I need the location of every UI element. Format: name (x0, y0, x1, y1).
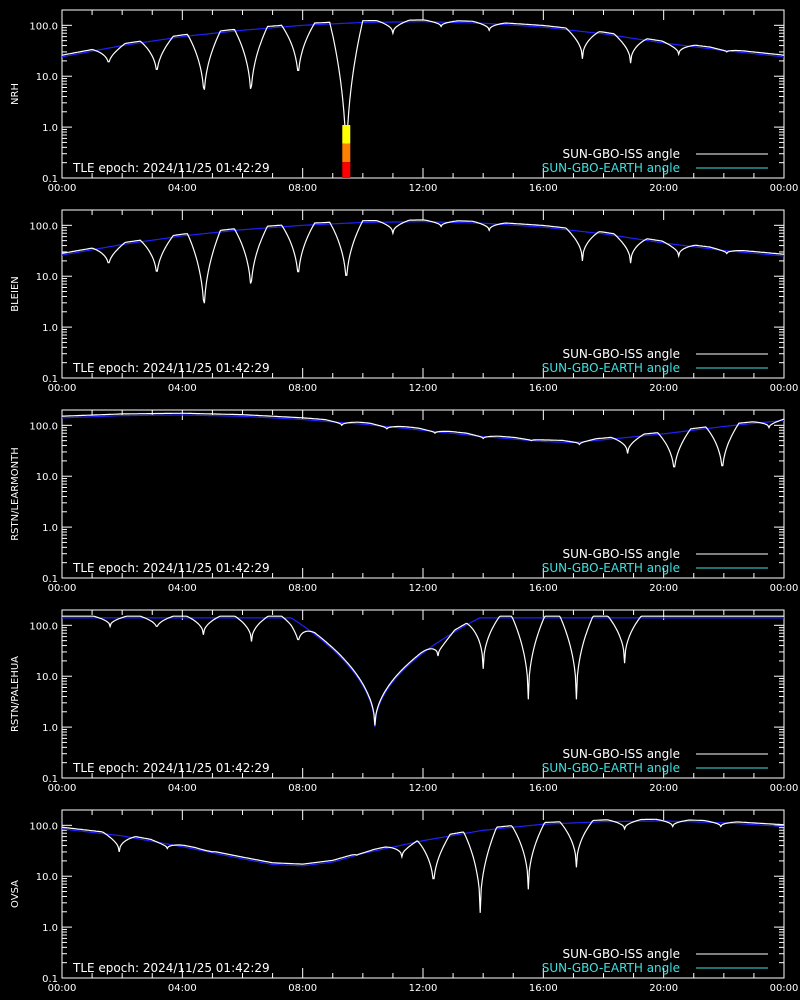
earth-angle-line (61, 21, 785, 58)
marker-bar-low (342, 162, 351, 178)
legend-earth-label: SUN-GBO-EARTH angle (542, 761, 680, 775)
x-tick-label: 00:00 (48, 383, 77, 394)
x-tick-label: 12:00 (409, 383, 438, 394)
legend-earth-label: SUN-GBO-EARTH angle (542, 961, 680, 975)
x-tick-label: 04:00 (168, 183, 197, 194)
x-tick-label: 20:00 (649, 383, 678, 394)
marker-bar-mid (342, 143, 351, 163)
x-tick-label: 04:00 (168, 383, 197, 394)
iss-angle-line (61, 818, 785, 913)
panel-1: 100.010.01.00.100:00 04:00 08:00 12:00 16:00… (10, 9, 799, 194)
earth-angle-line (61, 414, 785, 444)
x-tick-label: 00:00 (770, 383, 799, 394)
x-tick-label: 00:00 (770, 183, 799, 194)
iss-angle-line (62, 615, 784, 726)
x-tick-label: 08:00 (288, 983, 317, 994)
x-tick-label: 04:00 (168, 783, 197, 794)
x-tick-label: 04:00 (168, 983, 197, 994)
epoch-label: TLE epoch: 2024/11/25 01:42:29 (72, 561, 270, 575)
epoch-label: TLE epoch: 2024/11/25 01:42:29 (72, 161, 270, 175)
y-tick-label: 1.0 (42, 923, 58, 934)
y-tick-label: 100.0 (29, 621, 58, 632)
x-tick-label: 00:00 (48, 983, 77, 994)
legend-earth-label: SUN-GBO-EARTH angle (542, 561, 680, 575)
y-tick-label: 100.0 (29, 821, 58, 832)
x-tick-label: 00:00 (48, 783, 77, 794)
y-axis-label: OVSA (10, 880, 21, 908)
y-tick-label: 10.0 (36, 472, 58, 483)
x-tick-label: 16:00 (529, 383, 558, 394)
legend-iss-label: SUN-GBO-ISS angle (563, 947, 680, 961)
x-tick-label: 20:00 (649, 583, 678, 594)
iss-angle-line (61, 412, 785, 468)
x-tick-label: 00:00 (770, 783, 799, 794)
x-tick-label: 04:00 (168, 583, 197, 594)
legend-iss-label: SUN-GBO-ISS angle (563, 747, 680, 761)
x-tick-label: 08:00 (288, 783, 317, 794)
x-tick-label: 00:00 (48, 583, 77, 594)
panel-4: 100.010.01.00.100:00 04:00 08:00 12:00 16:00… (10, 609, 799, 794)
iss-angle-line (61, 19, 785, 147)
legend-iss-label: SUN-GBO-ISS angle (563, 147, 680, 161)
y-axis-label: NRH (10, 83, 21, 105)
x-tick-label: 20:00 (649, 783, 678, 794)
y-tick-label: 0.1 (42, 774, 58, 785)
y-axis-label: BLEIEN (10, 276, 21, 312)
legend-earth-label: SUN-GBO-EARTH angle (542, 361, 680, 375)
y-tick-label: 0.1 (42, 174, 58, 185)
x-tick-label: 16:00 (529, 583, 558, 594)
epoch-label: TLE epoch: 2024/11/25 01:42:29 (72, 961, 270, 975)
x-tick-label: 00:00 (770, 983, 799, 994)
y-tick-label: 100.0 (29, 21, 58, 32)
y-tick-label: 0.1 (42, 374, 58, 385)
x-tick-label: 08:00 (288, 383, 317, 394)
y-axis-label: RSTN/PALEHUA (10, 656, 21, 732)
iss-angle-line (61, 219, 785, 304)
y-tick-label: 1.0 (42, 123, 58, 134)
x-tick-label: 08:00 (288, 583, 317, 594)
y-axis-label: RSTN/LEARMONTH (10, 447, 21, 541)
y-tick-label: 0.1 (42, 974, 58, 985)
x-tick-label: 08:00 (288, 183, 317, 194)
marker-bar-high (342, 125, 351, 144)
x-tick-label: 12:00 (409, 583, 438, 594)
y-tick-label: 10.0 (36, 272, 58, 283)
x-tick-label: 20:00 (649, 983, 678, 994)
x-tick-label: 20:00 (649, 183, 678, 194)
earth-angle-line (61, 221, 785, 257)
y-tick-label: 0.1 (42, 574, 58, 585)
x-tick-label: 12:00 (409, 183, 438, 194)
epoch-label: TLE epoch: 2024/11/25 01:42:29 (72, 361, 270, 375)
panel-5: 100.010.01.00.100:00 04:00 08:00 12:00 16:00… (10, 809, 799, 994)
panel-3: 100.010.01.00.100:00 04:00 08:00 12:00 16:00… (10, 409, 799, 594)
x-tick-label: 16:00 (529, 783, 558, 794)
panel-2: 100.010.01.00.100:00 04:00 08:00 12:00 16:00… (10, 209, 799, 394)
x-tick-label: 00:00 (48, 183, 77, 194)
legend-iss-label: SUN-GBO-ISS angle (563, 347, 680, 361)
x-tick-label: 12:00 (409, 783, 438, 794)
x-tick-label: 16:00 (529, 183, 558, 194)
x-tick-label: 00:00 (770, 583, 799, 594)
y-tick-label: 10.0 (36, 872, 58, 883)
y-tick-label: 100.0 (29, 421, 58, 432)
x-tick-label: 12:00 (409, 983, 438, 994)
earth-angle-line (62, 617, 784, 728)
y-tick-label: 100.0 (29, 221, 58, 232)
legend-iss-label: SUN-GBO-ISS angle (563, 547, 680, 561)
epoch-label: TLE epoch: 2024/11/25 01:42:29 (72, 761, 270, 775)
legend-earth-label: SUN-GBO-EARTH angle (542, 161, 680, 175)
y-tick-label: 1.0 (42, 523, 58, 534)
earth-angle-line (61, 820, 785, 867)
y-tick-label: 10.0 (36, 72, 58, 83)
y-tick-label: 10.0 (36, 672, 58, 683)
y-tick-label: 1.0 (42, 323, 58, 334)
x-tick-label: 16:00 (529, 983, 558, 994)
y-tick-label: 1.0 (42, 723, 58, 734)
